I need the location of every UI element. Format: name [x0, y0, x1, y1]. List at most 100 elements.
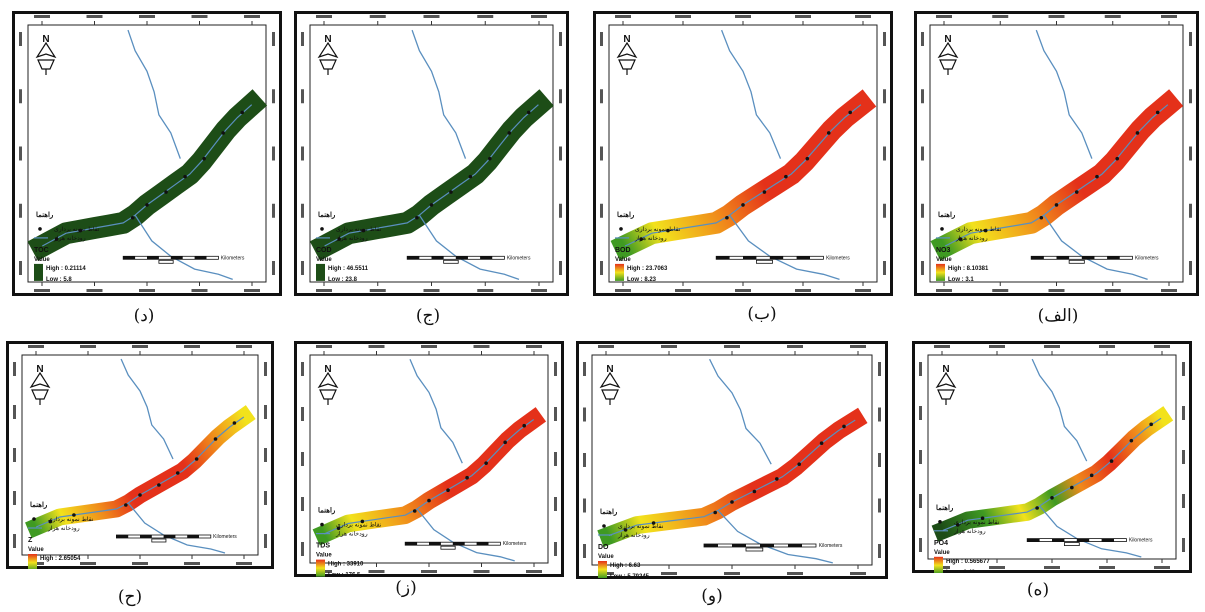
left-tick-label — [583, 498, 586, 513]
legend-title: راهنما — [318, 211, 336, 219]
right-tick-label — [1189, 146, 1192, 161]
bottom-tick-label — [244, 289, 260, 292]
legend-high-value: High : 0.565677 — [946, 559, 990, 565]
top-tick-label — [855, 15, 871, 18]
sampling-point — [741, 203, 745, 207]
left-tick-label — [600, 261, 603, 275]
sampling-point — [522, 423, 526, 428]
top-tick-label — [531, 15, 547, 18]
legend-parameter: DO — [598, 544, 609, 551]
top-tick-label — [675, 15, 691, 18]
north-arrow-icon: N — [29, 364, 51, 405]
scale-bar — [1026, 538, 1127, 547]
sampling-point — [805, 156, 810, 161]
sampling-point — [1129, 438, 1134, 443]
sampling-point — [337, 237, 341, 241]
left-tick-label — [919, 538, 922, 552]
legend-points-label: نقاط نمونه برداری — [336, 226, 382, 233]
scale-bar — [122, 255, 219, 264]
top-tick-label — [423, 15, 440, 18]
legend-title: راهنما — [36, 211, 54, 219]
bottom-tick-label — [368, 570, 385, 573]
sampling-point — [124, 503, 128, 507]
bottom-tick-label — [992, 289, 1009, 292]
legend-river-label: رودخانه هراز — [953, 528, 986, 535]
legend-point-symbol — [602, 524, 606, 528]
sampling-point — [138, 493, 142, 497]
sampling-point — [484, 461, 488, 465]
lower-river — [1043, 214, 1148, 281]
legend-points-label: نقاط نمونه برداری — [956, 226, 1002, 233]
top-tick-label — [795, 15, 811, 18]
scale-bar — [1030, 255, 1133, 264]
legend-river-label: رودخانه هراز — [634, 235, 667, 242]
right-tick-label — [554, 407, 557, 421]
north-label: N — [942, 364, 949, 375]
sampling-point — [412, 509, 417, 513]
tributary-river — [411, 29, 467, 159]
legend-high-value: High : 33910 — [328, 562, 364, 568]
left-tick-label — [19, 89, 22, 104]
top-tick-label — [316, 345, 332, 348]
bottom-tick-label — [850, 572, 866, 575]
sampling-point — [427, 498, 431, 503]
legend-points-label: نقاط نمونه برداری — [48, 516, 94, 523]
top-tick-label — [1154, 345, 1170, 348]
sampling-point — [955, 523, 960, 527]
sampling-point — [240, 110, 244, 115]
right-tick-label — [559, 89, 562, 104]
legend-points-label: نقاط نمونه برداری — [618, 523, 664, 530]
top-tick-label — [80, 345, 96, 348]
scale-unit-label: Kilometers — [819, 543, 843, 549]
legend-points-label: نقاط نمونه برداری — [54, 226, 100, 233]
bottom-tick-label — [615, 289, 631, 292]
top-tick-label — [184, 345, 200, 348]
right-tick-label — [264, 534, 267, 548]
legend-value-label: Value — [598, 554, 614, 560]
top-tick-label — [316, 15, 332, 18]
sampling-point — [983, 228, 988, 233]
left-tick-label — [921, 89, 924, 104]
north-arrow-icon: N — [599, 364, 621, 405]
sampling-point — [980, 516, 985, 520]
top-tick-label — [787, 345, 803, 348]
bottom-tick-label — [1048, 289, 1065, 292]
legend-high-value: High : 46.5511 — [328, 266, 369, 272]
sampling-point — [1074, 190, 1079, 194]
bottom-tick-label — [139, 289, 155, 292]
right-tick-label — [559, 203, 562, 218]
scale-bar — [715, 255, 824, 264]
caption-b: (ب) — [747, 304, 777, 324]
legend-value-label: Value — [615, 257, 631, 263]
sampling-point — [842, 424, 846, 429]
caption-h: (ح) — [117, 587, 143, 607]
right-tick-label — [272, 32, 275, 46]
tributary-river — [709, 358, 772, 465]
top-tick-label — [132, 345, 148, 348]
left-tick-label — [583, 362, 586, 376]
top-tick-label — [526, 345, 542, 348]
left-tick-label — [19, 146, 22, 161]
lower-river — [1039, 505, 1142, 558]
sampling-point — [157, 483, 161, 487]
sampling-point — [1070, 485, 1074, 490]
bottom-tick-label — [526, 570, 542, 573]
legend-low-value: Low : 3.1 — [948, 277, 974, 283]
sampling-point — [54, 237, 59, 241]
scale-unit-label: Kilometers — [1135, 255, 1159, 261]
left-tick-label — [13, 362, 16, 376]
north-label: N — [324, 34, 331, 45]
bottom-tick-label — [531, 289, 547, 292]
bottom-tick-label — [473, 570, 490, 573]
scale-unit-label: Kilometers — [213, 534, 237, 540]
tributary-river — [1035, 29, 1093, 159]
left-tick-label — [19, 32, 22, 46]
bottom-tick-label — [1099, 566, 1115, 569]
tributary-river — [409, 358, 463, 464]
sampling-point — [848, 110, 852, 115]
sampling-point — [1135, 131, 1140, 135]
